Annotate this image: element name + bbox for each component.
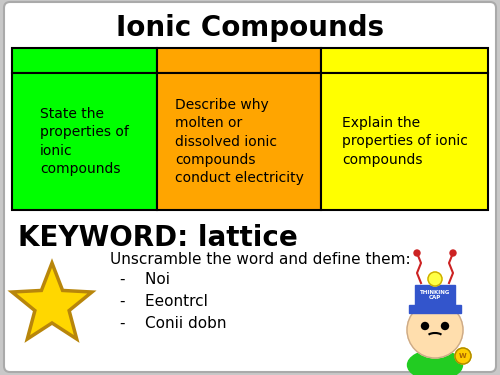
- FancyBboxPatch shape: [4, 2, 496, 372]
- Text: THINKING
CAP: THINKING CAP: [420, 290, 450, 300]
- Circle shape: [450, 250, 456, 256]
- Circle shape: [428, 272, 442, 286]
- Bar: [409, 305, 461, 313]
- Text: -    Noi: - Noi: [120, 272, 170, 287]
- Text: KEYWORD: lattice: KEYWORD: lattice: [18, 224, 298, 252]
- Circle shape: [442, 322, 448, 330]
- Text: -    Eeontrcl: - Eeontrcl: [120, 294, 208, 309]
- Bar: [12, 48, 157, 73]
- Text: Explain the
properties of ionic
compounds: Explain the properties of ionic compound…: [342, 116, 468, 167]
- Polygon shape: [12, 263, 92, 339]
- Bar: [322, 73, 488, 210]
- Bar: [415, 285, 455, 307]
- Bar: [322, 48, 488, 73]
- Circle shape: [422, 322, 428, 330]
- Circle shape: [455, 348, 471, 364]
- Circle shape: [414, 250, 420, 256]
- Text: Ionic Compounds: Ionic Compounds: [116, 14, 384, 42]
- Bar: [157, 48, 322, 73]
- Text: -    Conii dobn: - Conii dobn: [120, 316, 226, 331]
- Text: Unscramble the word and define them:: Unscramble the word and define them:: [110, 252, 410, 267]
- Text: W: W: [459, 353, 467, 359]
- Bar: [12, 73, 157, 210]
- Text: Describe why
molten or
dissolved ionic
compounds
conduct electricity: Describe why molten or dissolved ionic c…: [175, 98, 304, 185]
- Circle shape: [407, 302, 463, 358]
- Text: State the
properties of
ionic
compounds: State the properties of ionic compounds: [40, 107, 129, 176]
- Bar: [157, 73, 322, 210]
- Ellipse shape: [408, 350, 463, 375]
